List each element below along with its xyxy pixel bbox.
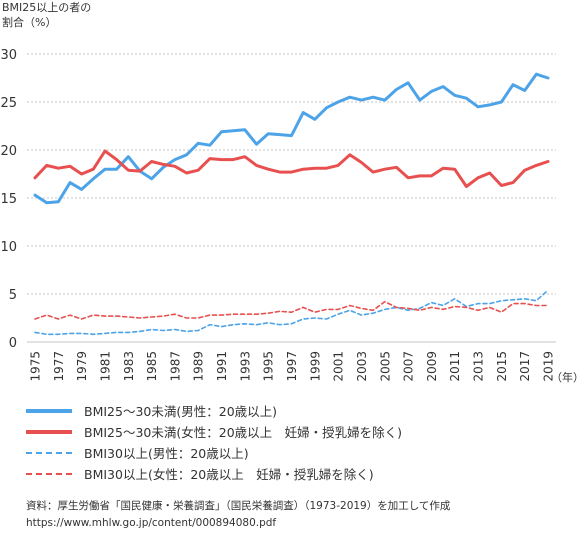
x-tick-group: 2011 [448,351,462,382]
series-line [34,289,549,336]
legend-item: BMI30以上(女性：20歳以上 妊婦・授乳婦を除く) [26,463,402,484]
y-tick-label: 0 [9,336,17,351]
plot-area: 0 5 10 15 20 25 30 1975 1977 1979 1981 1983 1985 1987… [0,48,556,382]
y-axis-label: BMI25以上の者の 割合（%） [2,1,92,29]
series-line [34,300,549,320]
x-tick-group: 1991 [215,351,229,382]
y-tick-label: 20 [0,144,17,159]
x-tick-group: 2005 [378,351,392,382]
x-tick-group: 2001 [332,351,346,382]
x-tick-group: 1981 [98,351,112,382]
x-tick-group: 1995 [262,351,276,382]
x-tick-label: 1991 [215,351,229,382]
legend-label: BMI30以上(男性：20歳以上) [84,446,249,461]
y-tick-label: 30 [0,48,17,63]
x-tick-group: 2015 [495,351,509,382]
y-tick-label: 10 [0,240,17,255]
x-tick-group: 2019 [542,351,556,382]
x-tick-group: 1999 [308,351,322,382]
legend-item: BMI30以上(男性：20歳以上) [26,442,402,463]
x-tick-label: 1999 [308,351,322,382]
x-tick-group: 2013 [472,351,486,382]
x-tick-label: 2011 [448,351,462,382]
x-tick-label: 1987 [168,351,182,382]
legend-swatch [26,408,72,413]
series-line [33,149,550,188]
y-tick-label: 25 [0,96,17,111]
x-tick-label: 2001 [332,351,346,382]
legend-label: BMI30以上(女性：20歳以上 妊婦・授乳婦を除く) [84,467,374,482]
x-tick-label: 1989 [192,351,206,382]
x-tick-group: 1987 [168,351,182,382]
legend-swatch [26,472,72,475]
legend: BMI25～30未満(男性：20歳以上) BMI25～30未満(女性：20歳以上… [26,400,402,484]
x-tick-group: 2017 [518,351,532,382]
x-tick-label: 1993 [238,351,252,382]
source-text: 資料：厚生労働省「国民健康・栄養調査」（国民栄養調査）（1973-2019）を加… [26,500,451,512]
x-tick-label: 1981 [98,351,112,382]
legend-swatch [26,451,72,454]
source-note: 資料：厚生労働省「国民健康・栄養調査」（国民栄養調査）（1973-2019）を加… [26,498,450,532]
source-url: https://www.mhlw.go.jp/content/000894080… [26,517,277,529]
x-tick-group: 1979 [75,351,89,382]
x-tick-group: 2003 [355,351,369,382]
x-tick-label: 1979 [75,351,89,382]
x-tick-group: 1985 [145,351,159,382]
x-tick-label: 2015 [495,351,509,382]
x-tick-label: 2019 [542,351,556,382]
y-tick-label: 5 [9,288,17,303]
x-tick-label: 2013 [472,351,486,382]
x-tick-group: 1975 [29,351,43,382]
x-tick-label: 2007 [402,351,416,382]
x-tick-group: 1993 [238,351,252,382]
legend-item: BMI25～30未満(女性：20歳以上 妊婦・授乳婦を除く) [26,421,402,442]
legend-label: BMI25～30未満(男性：20歳以上) [84,404,278,419]
x-tick-label: 2017 [518,351,532,382]
x-tick-label: 2003 [355,351,369,382]
x-tick-label: 1985 [145,351,159,382]
x-tick-group: 1983 [122,351,136,382]
legend-item: BMI25～30未満(男性：20歳以上) [26,400,402,421]
y-tick-label: 15 [0,192,17,207]
x-tick-label: 2009 [425,351,439,382]
x-tick-label: 1975 [29,351,43,382]
x-tick-label: 2005 [378,351,392,382]
x-tick-group: 1997 [285,351,299,382]
x-tick-group: 2009 [425,351,439,382]
x-tick-label: 1995 [262,351,276,382]
x-tick-label: 1983 [122,351,136,382]
x-tick-group: 2007 [402,351,416,382]
x-tick-label: 1997 [285,351,299,382]
x-tick-group: 1989 [192,351,206,382]
x-tick-group: 1977 [52,351,66,382]
legend-swatch [26,429,72,434]
legend-label: BMI25～30未満(女性：20歳以上 妊婦・授乳婦を除く) [84,425,403,440]
x-axis-unit: （年） [551,371,584,384]
x-tick-label: 1977 [52,351,66,382]
